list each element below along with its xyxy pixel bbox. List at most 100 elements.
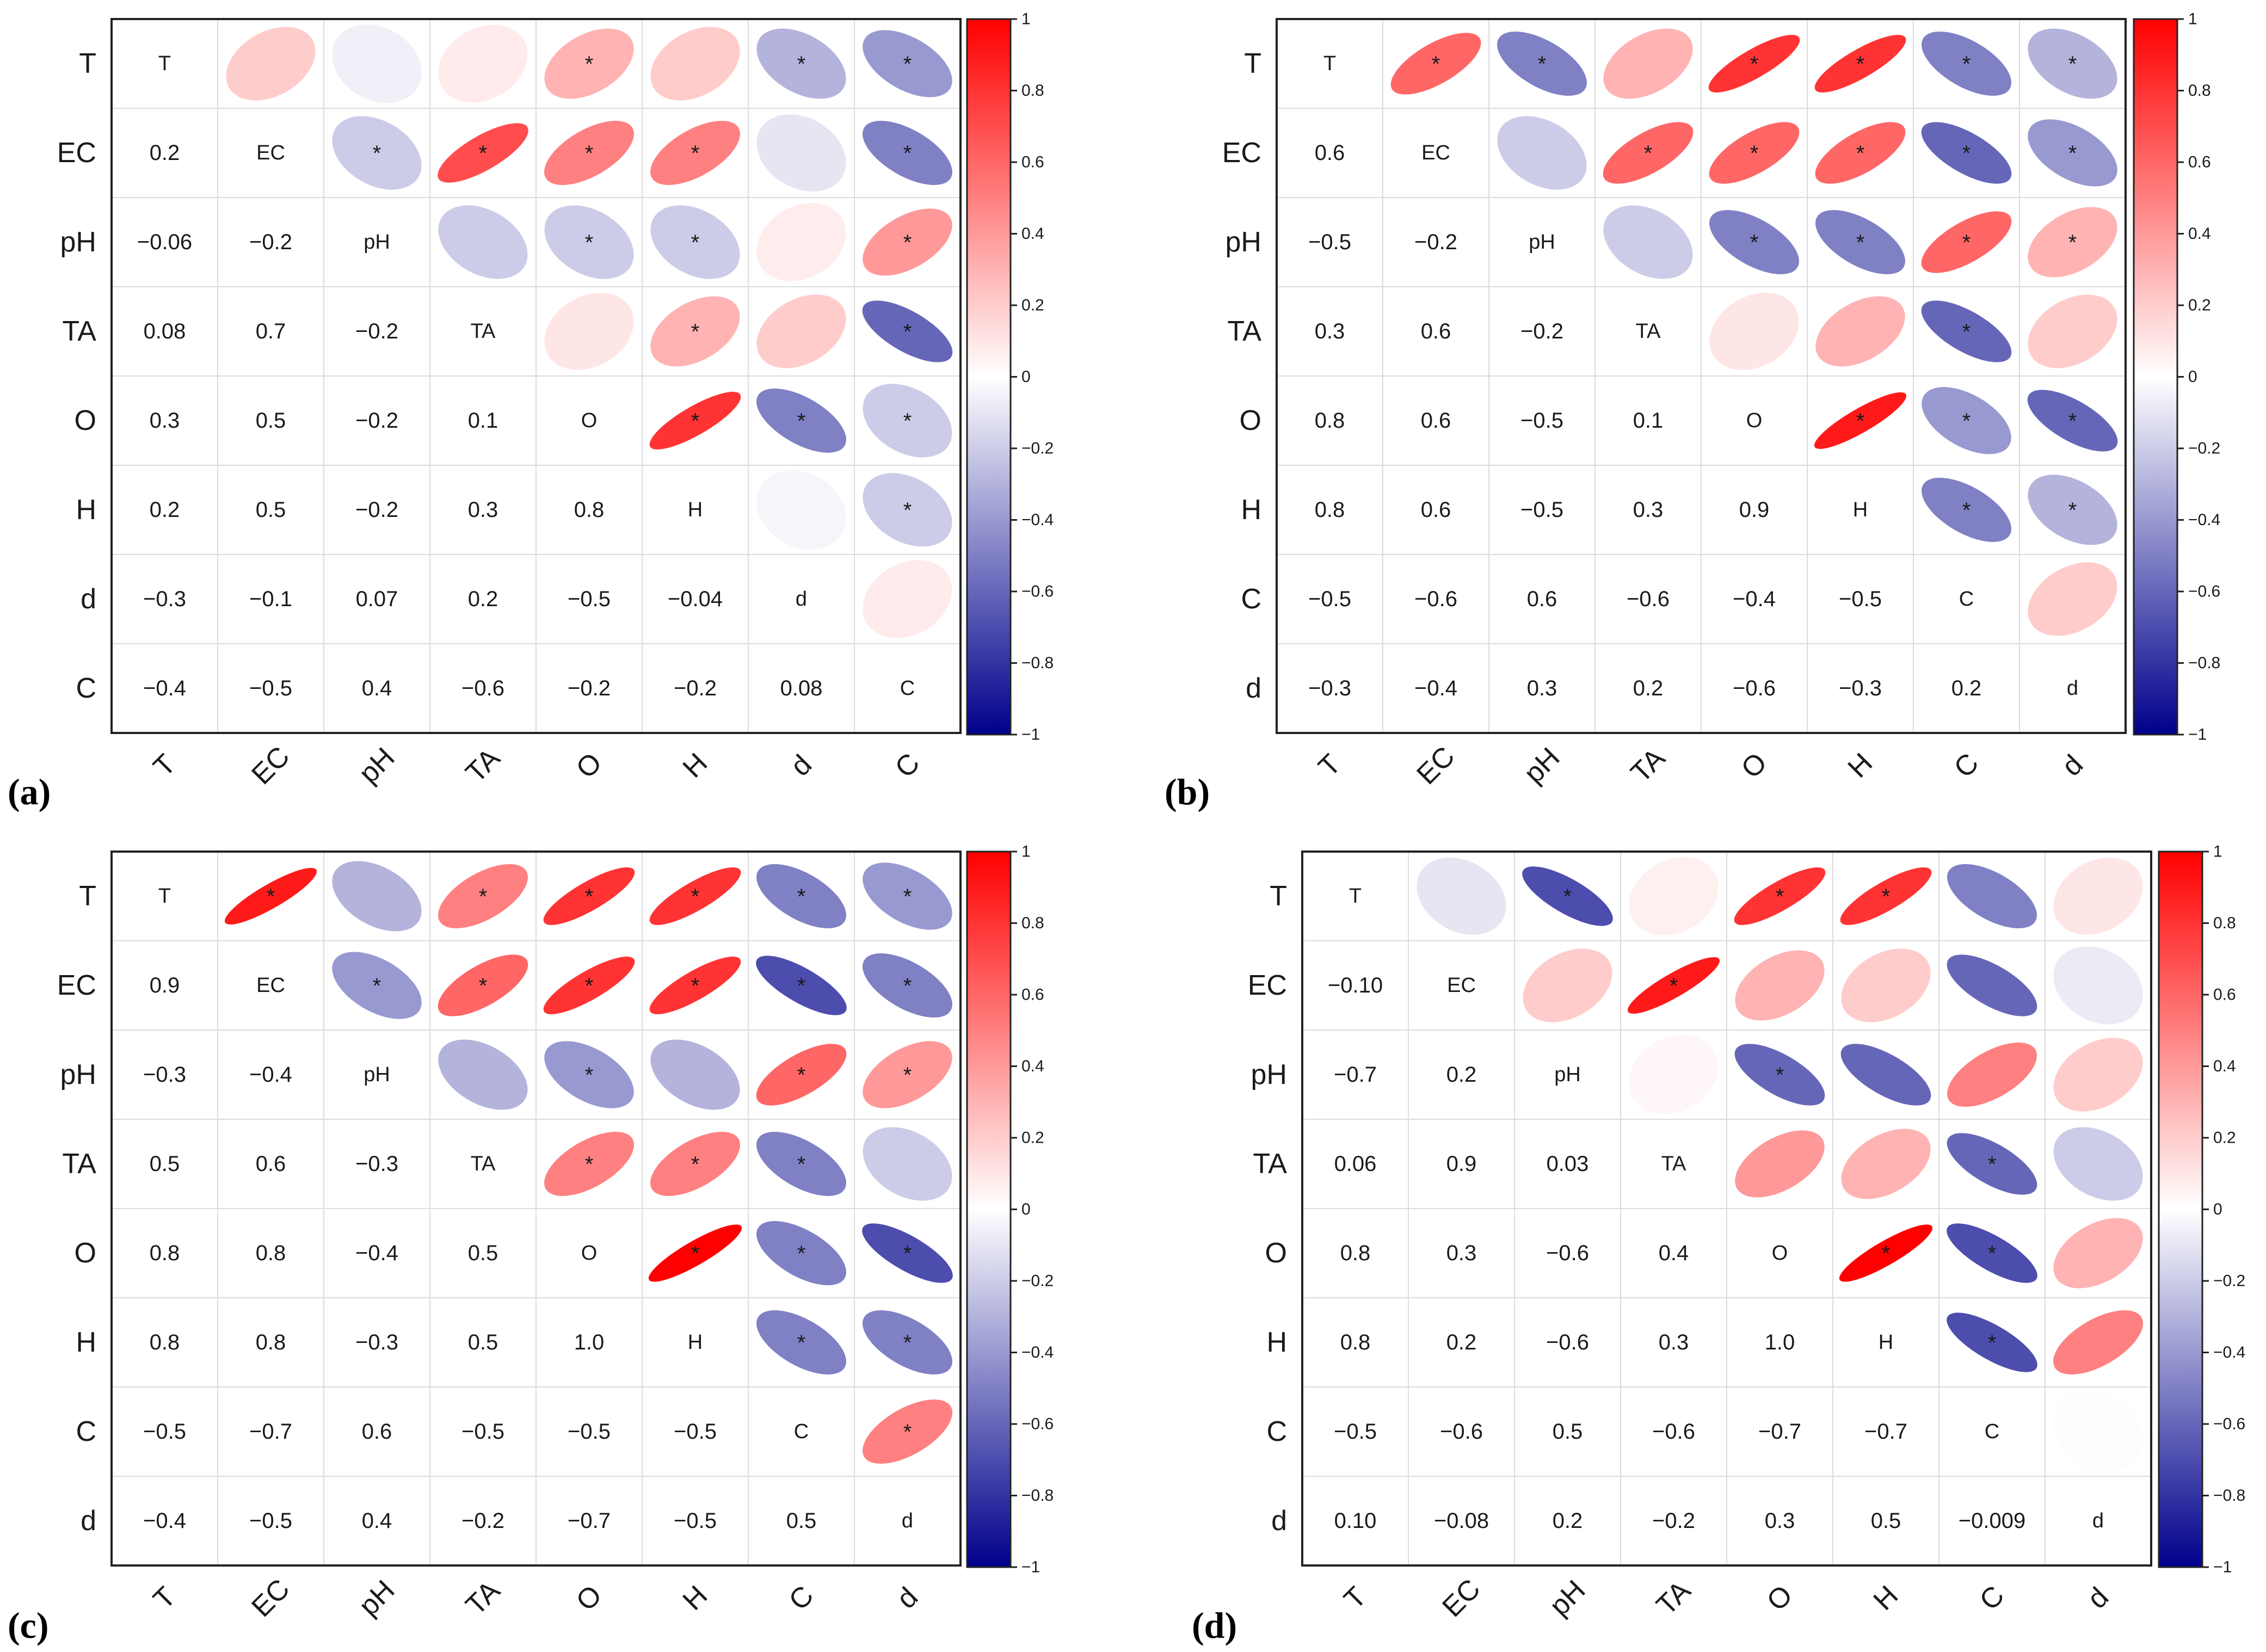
- panel-c-diag-label: d: [902, 1509, 913, 1532]
- panel-a-colorbar-tick-label: 0.2: [1021, 297, 1044, 315]
- panel-a-sig-star: *: [903, 141, 912, 165]
- panel-d-diag-label: H: [1879, 1331, 1893, 1354]
- panel-c-corr-ellipse: [863, 1127, 952, 1201]
- panel-c-frame: [110, 850, 962, 1567]
- panel-d-row-label: C: [1266, 1416, 1287, 1447]
- panel-c-colorbar-tick-label: 1: [1021, 843, 1031, 861]
- panel-c-coef-label: −0.4: [249, 1063, 292, 1087]
- panel-c-corr-ellipse: [649, 957, 741, 1014]
- panel-c-sig-star: *: [903, 885, 912, 909]
- panel-a-coef-label: −0.2: [568, 676, 611, 700]
- panel-a-sig-star: *: [903, 52, 912, 76]
- panel-c-coef-label: −0.5: [568, 1420, 611, 1444]
- panel-d-colorbar-tick-label: −0.6: [2213, 1415, 2245, 1433]
- panel-d-corr-ellipse: [1947, 954, 2037, 1016]
- panel-d-corr-ellipse: [1947, 1223, 2037, 1283]
- panel-d-corr-ellipse: [1839, 1224, 1933, 1282]
- panel-c-sig-star: *: [373, 974, 381, 998]
- panel-c-panel-label: (c): [8, 1605, 48, 1646]
- panel-a-coef-label: 0.8: [574, 498, 605, 522]
- panel-b-corr-ellipse: [1921, 122, 2012, 184]
- panel-a-corr-ellipse: [332, 24, 422, 103]
- panel-c-sig-star: *: [585, 1152, 594, 1176]
- panel-b-corr-ellipse: [1497, 31, 1587, 96]
- panel-b-corr-ellipse: [1921, 211, 2012, 273]
- panel-c-row-label: H: [76, 1327, 96, 1358]
- panel-d-coef-label: −0.6: [1440, 1420, 1483, 1444]
- panel-b-coef-label: −0.5: [1839, 587, 1882, 611]
- panel-b-corr-ellipse: [1815, 122, 1906, 184]
- panel-c-col-label: T: [147, 1581, 182, 1615]
- panel-b-col-label: pH: [1518, 742, 1566, 790]
- panel-a-col-label: T: [147, 748, 182, 782]
- panel-d-row-label: d: [1271, 1505, 1287, 1537]
- panel-c-corr-ellipse: [650, 1131, 740, 1197]
- panel-d-col-label: EC: [1436, 1573, 1486, 1623]
- panel-a-sig-star: *: [903, 498, 912, 522]
- panel-b-sig-star: *: [1432, 52, 1440, 76]
- panel-b-sig-star: *: [1962, 141, 1971, 165]
- panel-a-diag-label: O: [581, 409, 598, 432]
- panel-d-coef-label: 0.06: [1334, 1152, 1377, 1176]
- panel-c-sig-star: *: [585, 885, 594, 909]
- panel-a-diag-label: d: [796, 588, 807, 611]
- panel-b-coef-label: 0.2: [1951, 676, 1982, 700]
- panel-b-corr-ellipse: [2028, 28, 2117, 99]
- panel-b-colorbar-tick-label: 0.8: [2188, 82, 2211, 100]
- panel-a-colorbar-tick-label: −0.2: [1021, 440, 1054, 458]
- panel-c-coef-label: −0.5: [143, 1420, 186, 1444]
- panel-a-coef-label: −0.1: [249, 587, 292, 611]
- panel-c-col-label: H: [677, 1580, 714, 1617]
- panel-d-col-label: TA: [1651, 1575, 1697, 1621]
- panel-b-diag-label: TA: [1636, 320, 1661, 343]
- panel-a-row-label: EC: [57, 137, 96, 169]
- panel-c-sig-star: *: [797, 1331, 806, 1355]
- panel-a-sig-star: *: [691, 231, 700, 255]
- panel-a-corr-ellipse: [332, 116, 422, 190]
- panel-a-sig-star: *: [903, 231, 912, 255]
- panel-d-colorbar-tick-label: −0.2: [2213, 1272, 2245, 1290]
- panel-b-coef-label: −0.6: [1627, 587, 1670, 611]
- panel-b-row-label: H: [1241, 494, 1261, 526]
- panel-b-colorbar-tick-label: 0.2: [2188, 297, 2211, 315]
- panel-c-diag-label: pH: [364, 1063, 390, 1086]
- panel-d-row-label: EC: [1248, 970, 1287, 1001]
- panel-c-coef-label: 0.4: [362, 1509, 392, 1533]
- panel-a-coef-label: 0.3: [468, 498, 498, 522]
- panel-c-sig-star: *: [903, 974, 912, 998]
- panel-d-row-label: H: [1266, 1327, 1287, 1358]
- panel-b-sig-star: *: [1962, 409, 1971, 433]
- panel-c-col-label: d: [891, 1581, 924, 1614]
- panel-d-sig-star: *: [1988, 1242, 1997, 1266]
- panel-d-corr-ellipse: [1947, 1312, 2037, 1372]
- panel-b-col-label: O: [1735, 747, 1774, 785]
- panel-a-panel-label: (a): [8, 771, 51, 812]
- panel-c-row-label: O: [75, 1237, 96, 1269]
- panel-b-corr-ellipse: [2028, 474, 2117, 545]
- panel-d-corr-ellipse: [1947, 864, 2037, 929]
- panel-c-sig-star: *: [797, 974, 806, 998]
- panel-c-corr-ellipse: [438, 864, 528, 929]
- panel-c-corr-ellipse: [649, 867, 741, 925]
- panel-a-coef-label: −0.5: [249, 676, 292, 700]
- panel-d-col-label: d: [2082, 1581, 2115, 1614]
- panel-d-row-label: T: [1270, 880, 1287, 912]
- panel-a-row-label: C: [76, 673, 96, 704]
- panel-b-corr-ellipse: [2028, 294, 2117, 368]
- panel-d-corr-ellipse: [1629, 1034, 1719, 1115]
- panel-b-coef-label: −0.5: [1520, 409, 1563, 433]
- panel-b-coef-label: −0.4: [1414, 676, 1457, 700]
- panel-b-diag-label: d: [2067, 677, 2078, 700]
- panel-b-coef-label: −0.2: [1414, 230, 1457, 254]
- panel-a-corr-ellipse: [756, 388, 846, 453]
- panel-c-coef-label: −0.5: [674, 1509, 717, 1533]
- panel-a-corr-ellipse: [544, 28, 634, 99]
- panel-c-corr-ellipse: [863, 1399, 952, 1464]
- panel-c-coef-label: 0.5: [468, 1330, 498, 1354]
- panel-c-corr-ellipse: [438, 1039, 528, 1110]
- panel-a-sig-star: *: [691, 141, 700, 165]
- panel-d-coef-label: 0.8: [1340, 1241, 1371, 1265]
- panel-b-coef-label: 0.6: [1421, 498, 1451, 522]
- panel-d-coef-label: 0.3: [1446, 1241, 1477, 1265]
- panel-d-sig-star: *: [1563, 885, 1572, 909]
